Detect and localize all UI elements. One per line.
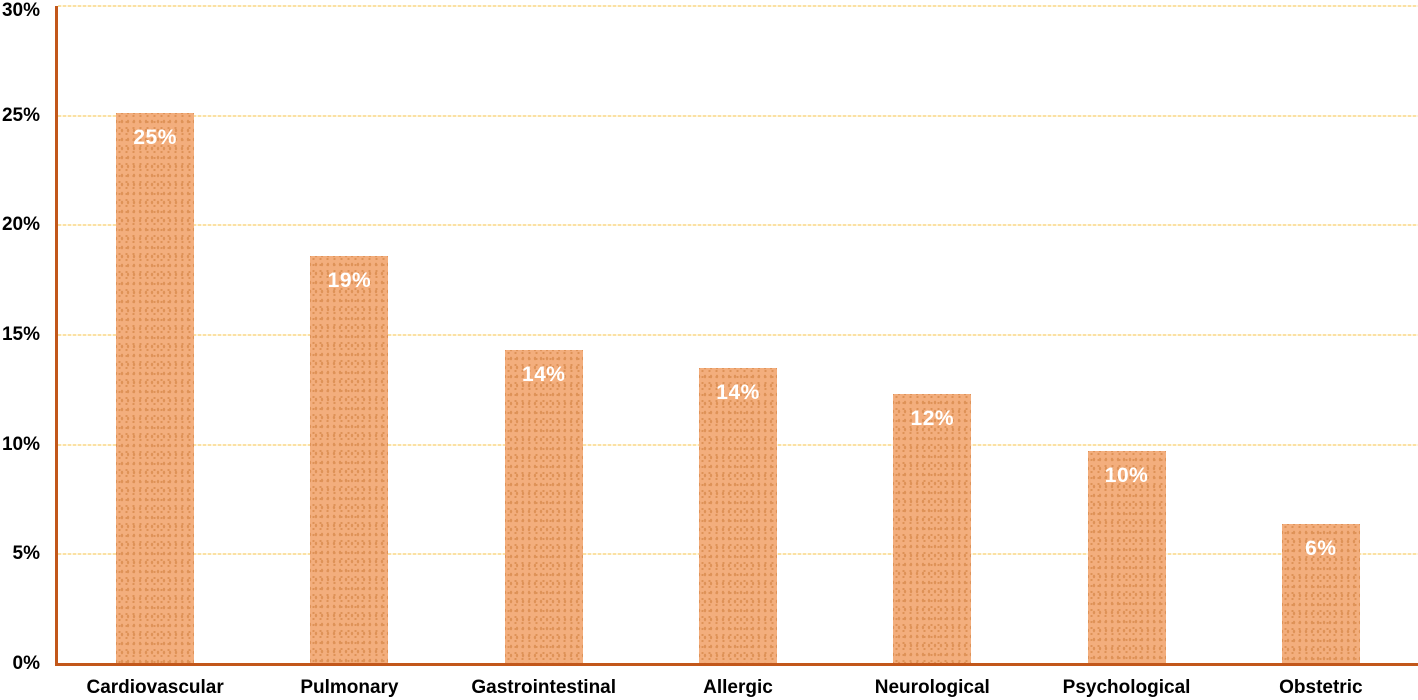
y-tick-label: 30% (1, 0, 40, 21)
bar: 14% (504, 350, 583, 664)
x-tick-label: Cardiovascular (86, 677, 224, 698)
x-tick-label: Allergic (703, 677, 773, 698)
bar: 6% (1281, 523, 1360, 664)
x-tick-label: Psychological (1062, 677, 1191, 698)
bar: 19% (310, 256, 389, 664)
bar-value-label: 14% (716, 380, 760, 404)
bar-value-label: 10% (1104, 464, 1149, 488)
x-tick-label: Pulmonary (300, 677, 399, 698)
bar: 14% (699, 367, 777, 664)
bar: 10% (1087, 451, 1166, 664)
gridline (58, 334, 1418, 336)
bar: 12% (893, 394, 972, 664)
bar-value-label: 25% (133, 126, 177, 150)
bar-value-label: 6% (1305, 536, 1337, 560)
y-tick-label: 20% (1, 214, 40, 236)
x-tick-label: Neurological (874, 677, 990, 698)
gridline (58, 224, 1418, 227)
y-axis-line (55, 6, 58, 666)
x-tick-label: Gastrointestinal (471, 677, 617, 698)
bar-value-label: 14% (521, 363, 566, 387)
y-tick-label: 10% (1, 433, 40, 455)
gridline (58, 5, 1418, 7)
y-tick-label: 5% (12, 543, 40, 565)
x-tick-label: Obstetric (1279, 677, 1363, 698)
bar-value-label: 19% (327, 269, 372, 293)
bar-value-label: 12% (910, 407, 955, 431)
y-tick-label: 15% (1, 324, 40, 345)
x-axis-line (55, 663, 1418, 666)
y-tick-label: 0% (12, 653, 40, 674)
bar: 25% (116, 113, 195, 664)
gridline (58, 114, 1418, 117)
y-tick-label: 25% (1, 104, 40, 126)
